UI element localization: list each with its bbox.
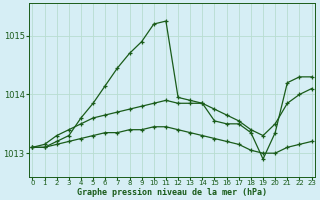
- X-axis label: Graphe pression niveau de la mer (hPa): Graphe pression niveau de la mer (hPa): [77, 188, 267, 197]
